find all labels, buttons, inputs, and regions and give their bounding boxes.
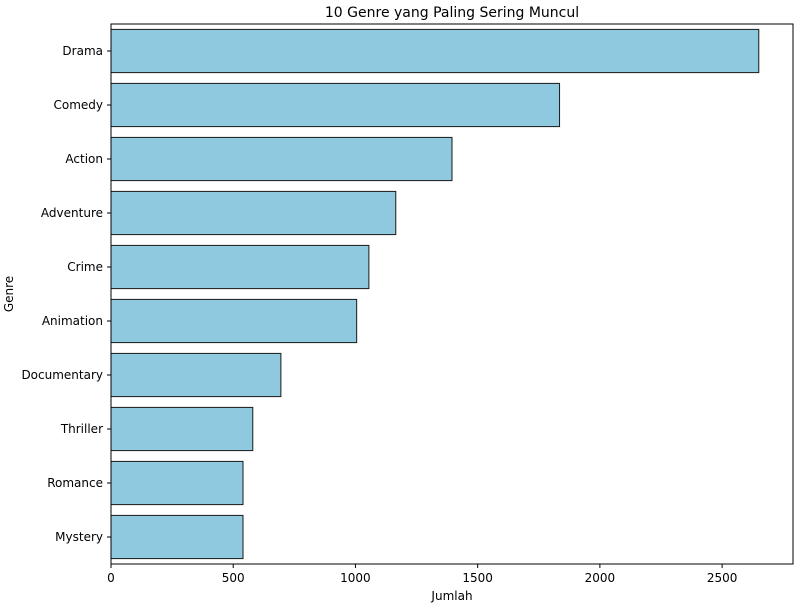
- bar-animation: [110, 298, 358, 344]
- bar-drama: [110, 28, 760, 74]
- y-tick-label: Documentary: [21, 368, 103, 382]
- x-axis-label: Jumlah: [430, 589, 472, 603]
- x-tick-label: 500: [222, 571, 245, 585]
- x-tick-label: 0: [107, 571, 115, 585]
- bars-group: [110, 28, 760, 560]
- y-axis-ticks: Drama Comedy Action Adventure Crime Animation…: [21, 44, 111, 544]
- bar-action: [110, 136, 453, 182]
- y-tick-label: Romance: [47, 476, 103, 490]
- y-tick-label: Thriller: [60, 422, 103, 436]
- bar-crime: [110, 244, 370, 290]
- x-tick-label: 2000: [585, 571, 616, 585]
- y-tick-label: Mystery: [55, 530, 103, 544]
- bar-documentary: [110, 352, 282, 398]
- chart-title: 10 Genre yang Paling Sering Muncul: [325, 5, 579, 21]
- y-tick-label: Comedy: [53, 98, 103, 112]
- bar-mystery: [110, 514, 244, 560]
- y-axis-label: Genre: [2, 276, 16, 312]
- x-axis-ticks: 0 500 1000 1500 2000 2500: [107, 564, 737, 585]
- x-tick-label: 1500: [462, 571, 493, 585]
- y-tick-label: Adventure: [41, 206, 103, 220]
- y-tick-label: Action: [65, 152, 103, 166]
- x-tick-label: 2500: [707, 571, 738, 585]
- y-tick-label: Crime: [67, 260, 103, 274]
- plot-frame: [110, 23, 794, 565]
- y-tick-label: Drama: [62, 44, 103, 58]
- y-tick-label: Animation: [42, 314, 103, 328]
- bar-comedy: [110, 82, 561, 128]
- x-tick-label: 1000: [340, 571, 371, 585]
- bar-thriller: [110, 406, 254, 452]
- bar-adventure: [110, 190, 397, 236]
- bar-romance: [110, 460, 244, 506]
